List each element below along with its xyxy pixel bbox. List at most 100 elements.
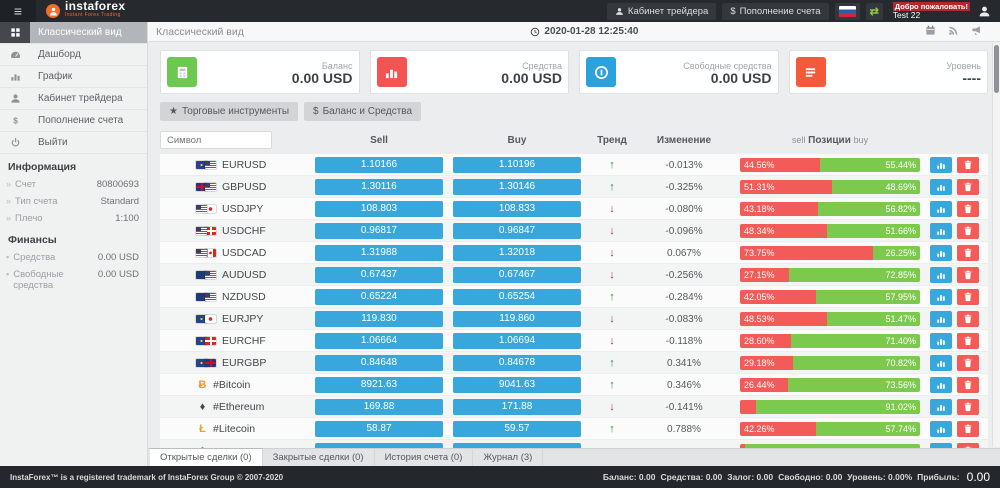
sidebar-item-4[interactable]: $ Пополнение счета bbox=[0, 110, 147, 132]
sell-price-button[interactable]: 58.87 bbox=[315, 420, 443, 437]
trend-down-icon: ↓ bbox=[609, 268, 615, 281]
buy-price-button[interactable]: 171.88 bbox=[453, 398, 581, 415]
scrollbar[interactable] bbox=[992, 43, 1000, 447]
deposit-button[interactable]: $ Пополнение счета bbox=[722, 2, 829, 20]
open-chart-button[interactable] bbox=[930, 332, 952, 349]
sell-price-button[interactable]: 0.67437 bbox=[315, 266, 443, 283]
sell-price-button[interactable]: 1.06664 bbox=[315, 332, 443, 349]
sell-price-button[interactable]: 169.88 bbox=[315, 398, 443, 415]
remove-symbol-button[interactable] bbox=[957, 332, 979, 349]
change-value: -0.013% bbox=[665, 159, 703, 171]
buy-positions-segment: 51.66% bbox=[827, 223, 920, 238]
avatar[interactable] bbox=[976, 3, 992, 19]
symbol-filter-input[interactable] bbox=[160, 131, 272, 149]
remove-symbol-button[interactable] bbox=[957, 376, 979, 393]
remove-symbol-button[interactable] bbox=[957, 310, 979, 327]
buy-price-button[interactable]: 108.833 bbox=[453, 200, 581, 217]
buy-positions-segment: 57.95% bbox=[815, 289, 920, 304]
sell-price-button[interactable]: 0.84648 bbox=[315, 354, 443, 371]
rss-icon[interactable] bbox=[948, 25, 959, 39]
sell-price-button[interactable]: 8921.63 bbox=[315, 376, 443, 393]
sidebar-item-3[interactable]: Кабинет трейдера bbox=[0, 88, 147, 110]
sidebar: Классический вид Дашборд График Кабинет тре… bbox=[0, 22, 148, 466]
sell-price-button[interactable]: 1.31988 bbox=[315, 244, 443, 261]
tab-3[interactable]: Журнал (3) bbox=[473, 449, 544, 466]
language-button[interactable] bbox=[834, 2, 860, 20]
sidebar-item-1[interactable]: Дашборд bbox=[0, 44, 147, 66]
swap-button[interactable]: ⇄ bbox=[865, 2, 883, 20]
change-value: -0.096% bbox=[665, 225, 703, 237]
open-chart-button[interactable] bbox=[930, 442, 952, 448]
buy-price-button[interactable]: 0.67467 bbox=[453, 266, 581, 283]
buy-price-button[interactable]: 59.57 bbox=[453, 420, 581, 437]
buy-price-button[interactable]: 9041.63 bbox=[453, 376, 581, 393]
sidebar-data-row: ▪ Свободные средства 0.00 USD bbox=[6, 269, 139, 291]
remove-symbol-button[interactable] bbox=[957, 420, 979, 437]
buy-price-button[interactable]: 1.06694 bbox=[453, 332, 581, 349]
symbol-name: AUDUSD bbox=[222, 268, 267, 281]
buy-price-button[interactable]: 0.96847 bbox=[453, 222, 581, 239]
open-chart-button[interactable] bbox=[930, 354, 952, 371]
remove-symbol-button[interactable] bbox=[957, 398, 979, 415]
trading-instruments-button[interactable]: ★ Торговые инструменты bbox=[160, 102, 298, 121]
table-row: NZDUSD 0.65224 0.65254 ↑ -0.284% 42.05% 57.95% bbox=[160, 286, 988, 308]
sidebar-item-5[interactable]: Выйти bbox=[0, 132, 147, 154]
tab-0[interactable]: Открытые сделки (0) bbox=[150, 448, 263, 466]
buy-price-button[interactable]: 0.65254 bbox=[453, 288, 581, 305]
buy-price-button[interactable] bbox=[453, 442, 581, 448]
positions-bar: 27.15% 72.85% bbox=[740, 267, 920, 282]
sell-price-button[interactable]: 108.803 bbox=[315, 200, 443, 217]
buy-price-button[interactable]: 1.30146 bbox=[453, 178, 581, 195]
sell-price-button[interactable]: 0.96817 bbox=[315, 222, 443, 239]
menu-icon[interactable]: ≡ bbox=[0, 0, 36, 22]
sell-price-button[interactable]: 1.30116 bbox=[315, 178, 443, 195]
remove-symbol-button[interactable] bbox=[957, 156, 979, 173]
buy-price-button[interactable]: 1.32018 bbox=[453, 244, 581, 261]
change-value: 0.341% bbox=[667, 357, 701, 369]
symbol-name: EURUSD bbox=[222, 158, 267, 171]
open-chart-button[interactable] bbox=[930, 156, 952, 173]
sell-price-button[interactable] bbox=[315, 442, 443, 448]
buy-price-button[interactable]: 1.10196 bbox=[453, 156, 581, 173]
remove-symbol-button[interactable] bbox=[957, 200, 979, 217]
buy-price-button[interactable]: 0.84678 bbox=[453, 354, 581, 371]
open-chart-button[interactable] bbox=[930, 288, 952, 305]
symbol-name: EURJPY bbox=[222, 312, 264, 325]
instaforex-logo-icon bbox=[46, 4, 60, 18]
sell-price-button[interactable]: 119.830 bbox=[315, 310, 443, 327]
remove-symbol-button[interactable] bbox=[957, 442, 979, 448]
open-chart-button[interactable] bbox=[930, 420, 952, 437]
open-chart-button[interactable] bbox=[930, 200, 952, 217]
buy-price-button[interactable]: 119.860 bbox=[453, 310, 581, 327]
sidebar-item-2[interactable]: График bbox=[0, 66, 147, 88]
gauge-icon bbox=[0, 44, 30, 65]
open-chart-button[interactable] bbox=[930, 222, 952, 239]
currency-flags-icon bbox=[196, 182, 216, 191]
calendar-icon[interactable] bbox=[925, 25, 936, 39]
megaphone-icon[interactable] bbox=[971, 25, 982, 39]
remove-symbol-button[interactable] bbox=[957, 244, 979, 261]
tab-1[interactable]: Закрытые сделки (0) bbox=[263, 449, 375, 466]
scrollbar-thumb[interactable] bbox=[994, 45, 999, 93]
open-chart-button[interactable] bbox=[930, 398, 952, 415]
remove-symbol-button[interactable] bbox=[957, 222, 979, 239]
sell-price-button[interactable]: 0.65224 bbox=[315, 288, 443, 305]
tab-2[interactable]: История счета (0) bbox=[375, 449, 474, 466]
sidebar-item-0[interactable]: Классический вид bbox=[0, 22, 147, 44]
open-chart-button[interactable] bbox=[930, 266, 952, 283]
change-value: 0.067% bbox=[667, 247, 701, 259]
open-chart-button[interactable] bbox=[930, 244, 952, 261]
trend-down-icon: ↓ bbox=[609, 246, 615, 259]
remove-symbol-button[interactable] bbox=[957, 178, 979, 195]
remove-symbol-button[interactable] bbox=[957, 288, 979, 305]
sell-positions-segment: 73.75% bbox=[740, 245, 873, 260]
open-chart-button[interactable] bbox=[930, 376, 952, 393]
open-chart-button[interactable] bbox=[930, 310, 952, 327]
symbol-name: #Ethereum bbox=[213, 400, 265, 413]
remove-symbol-button[interactable] bbox=[957, 354, 979, 371]
open-chart-button[interactable] bbox=[930, 178, 952, 195]
remove-symbol-button[interactable] bbox=[957, 266, 979, 283]
sell-price-button[interactable]: 1.10166 bbox=[315, 156, 443, 173]
trader-cabinet-button[interactable]: Кабинет трейдера bbox=[606, 2, 717, 20]
balance-funds-button[interactable]: $ Баланс и Средства bbox=[304, 102, 422, 121]
